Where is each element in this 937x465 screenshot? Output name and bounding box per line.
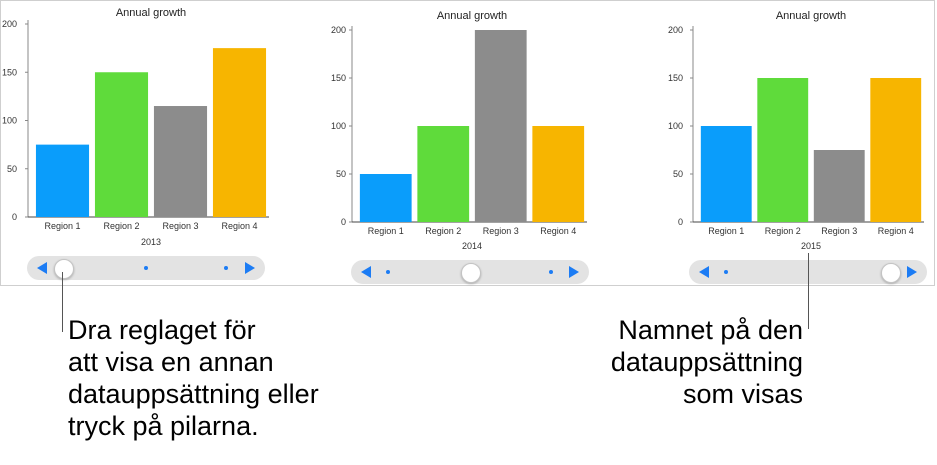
x-category-label: Region 4 [221, 221, 257, 231]
bar-region-1 [700, 126, 752, 222]
chart-canvas: Annual growth 0 50 100 150 200 Region 1 Region … [0, 0, 935, 286]
dataset-name-label: 2013 [141, 237, 161, 247]
bar-region-3 [813, 150, 865, 222]
y-tick-label: 50 [673, 169, 683, 179]
x-category-label: Region 2 [425, 226, 461, 236]
y-tick-label: 50 [336, 169, 346, 179]
chart-panel-2014: Annual growth 0 50 100 150 200 Region 1 Region … [319, 1, 619, 287]
x-category-label: Region 1 [44, 221, 80, 231]
y-tick-label: 0 [678, 217, 683, 227]
y-tick-label: 0 [12, 212, 17, 222]
y-tick-label: 100 [2, 116, 17, 126]
dataset-slider[interactable] [27, 256, 265, 280]
bar-chart-2015: Annual growth 0 50 100 150 200 Region 1 Region … [668, 10, 924, 251]
x-category-label: Region 4 [878, 226, 914, 236]
bar-region-2 [417, 126, 470, 222]
y-tick-label: 200 [2, 19, 17, 29]
chart-panel-2013: Annual growth 0 50 100 150 200 Region 1 Region … [1, 1, 301, 287]
dataset-step-dot[interactable] [724, 270, 728, 274]
dataset-step-dot[interactable] [224, 266, 228, 270]
y-tick-label: 150 [668, 73, 683, 83]
right-callout-leader-line [808, 253, 809, 329]
next-dataset-arrow-icon[interactable] [245, 262, 255, 274]
x-category-label: Region 2 [765, 226, 801, 236]
y-tick-label: 200 [331, 25, 346, 35]
dataset-name-label: 2014 [462, 241, 482, 251]
left-callout-text: Dra reglaget för att visa en annan datau… [68, 315, 319, 441]
dataset-step-dot[interactable] [144, 266, 148, 270]
next-dataset-arrow-icon[interactable] [907, 266, 917, 278]
chart-panel-2015: Annual growth 0 50 100 150 200 Region 1 Region … [656, 1, 936, 287]
dataset-step-dot[interactable] [386, 270, 390, 274]
x-category-label: Region 4 [540, 226, 576, 236]
chart-title: Annual growth [116, 7, 186, 19]
bar-region-1 [359, 174, 412, 222]
x-category-label: Region 2 [103, 221, 139, 231]
bar-region-2 [757, 78, 809, 222]
y-tick-label: 100 [331, 121, 346, 131]
y-tick-label: 50 [7, 164, 17, 174]
y-tick-label: 150 [331, 73, 346, 83]
y-tick-label: 0 [341, 217, 346, 227]
bar-region-2 [94, 72, 149, 217]
previous-dataset-arrow-icon[interactable] [361, 266, 371, 278]
slider-knob[interactable] [54, 259, 74, 279]
previous-dataset-arrow-icon[interactable] [699, 266, 709, 278]
slider-knob[interactable] [881, 263, 901, 283]
bar-region-3 [474, 30, 527, 222]
next-dataset-arrow-icon[interactable] [569, 266, 579, 278]
x-category-label: Region 3 [483, 226, 519, 236]
left-callout-leader-line [62, 272, 63, 332]
slider-knob[interactable] [461, 263, 481, 283]
y-tick-label: 100 [668, 121, 683, 131]
bar-region-4 [870, 78, 922, 222]
dataset-step-dot[interactable] [549, 270, 553, 274]
x-category-label: Region 1 [708, 226, 744, 236]
dataset-slider[interactable] [351, 260, 589, 284]
right-callout-text: Namnet på den datauppsättning som visas [610, 315, 803, 409]
bar-region-4 [212, 48, 267, 217]
bar-chart-2014: Annual growth 0 50 100 150 200 Region 1 Region … [331, 10, 587, 251]
dataset-name-label: 2015 [801, 241, 821, 251]
previous-dataset-arrow-icon[interactable] [37, 262, 47, 274]
bar-region-3 [153, 106, 208, 217]
x-category-label: Region 3 [821, 226, 857, 236]
x-category-label: Region 1 [368, 226, 404, 236]
x-category-label: Region 3 [162, 221, 198, 231]
chart-title: Annual growth [437, 10, 507, 22]
bar-region-4 [532, 126, 585, 222]
bar-region-1 [35, 144, 90, 217]
chart-title: Annual growth [776, 10, 846, 22]
y-tick-label: 150 [2, 67, 17, 77]
bar-chart-2013: Annual growth 0 50 100 150 200 Region 1 Region … [2, 7, 269, 247]
y-tick-label: 200 [668, 25, 683, 35]
